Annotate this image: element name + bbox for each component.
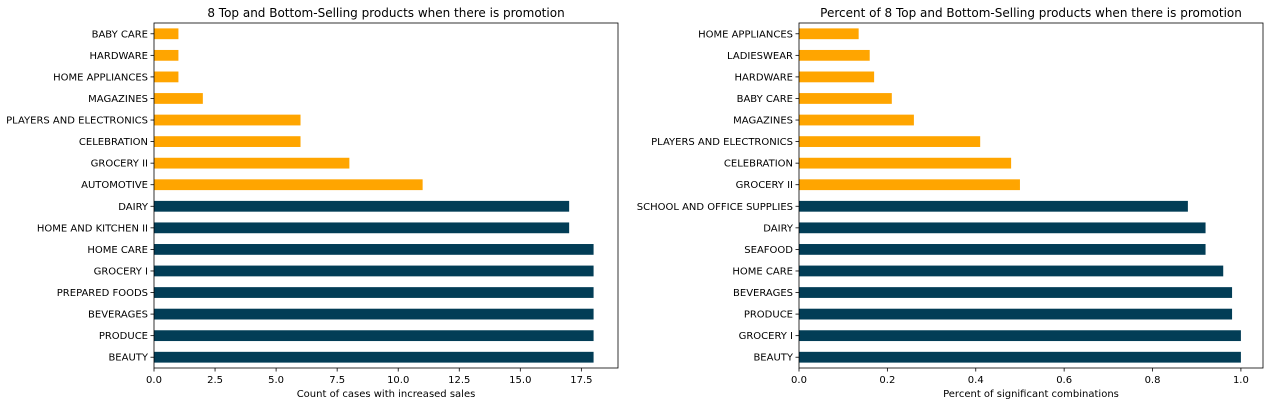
- y-tick-label: HOME APPLIANCES: [698, 29, 793, 40]
- bar: [154, 28, 179, 40]
- bar: [154, 330, 594, 342]
- bar: [799, 179, 1020, 191]
- bar: [154, 287, 594, 298]
- bar: [154, 308, 594, 320]
- bar: [799, 157, 1012, 169]
- y-tick-label: CELEBRATION: [79, 137, 148, 148]
- x-tick-label: 0.2: [879, 375, 895, 386]
- y-tick-label: GROCERY I: [739, 331, 793, 342]
- y-tick-label: MAGAZINES: [88, 94, 148, 105]
- x-tick-label: 0.0: [146, 375, 162, 386]
- x-tick-label: 0.4: [968, 375, 984, 386]
- y-tick-label: HOME CARE: [87, 245, 148, 256]
- y-tick-label: PRODUCE: [744, 310, 793, 321]
- y-tick-label: BEVERAGES: [733, 288, 793, 299]
- bar: [154, 222, 570, 234]
- x-tick-label: 15.0: [509, 375, 531, 386]
- bar: [799, 265, 1224, 277]
- y-tick-label: BEAUTY: [108, 353, 148, 364]
- y-tick-label: HARDWARE: [735, 72, 793, 83]
- axes-frame: [153, 22, 619, 369]
- bar: [154, 71, 179, 83]
- x-tick-label: 17.5: [570, 375, 592, 386]
- x-tick-label: 0.6: [1056, 375, 1072, 386]
- y-tick-label: GROCERY II: [91, 159, 148, 170]
- y-tick-label: BEVERAGES: [88, 310, 148, 321]
- bar: [154, 49, 179, 61]
- y-tick-label: PLAYERS AND ELECTRONICS: [651, 137, 793, 148]
- bar: [154, 351, 594, 363]
- bar: [799, 136, 981, 147]
- y-tick-label: DAIRY: [118, 202, 149, 213]
- axes-frame: [798, 22, 1264, 369]
- bar: [799, 114, 914, 126]
- x-tick-label: 0.0: [791, 375, 807, 386]
- y-tick-label: MAGAZINES: [733, 116, 793, 127]
- x-tick-label: 12.5: [448, 375, 470, 386]
- y-tick-label: CELEBRATION: [724, 159, 793, 170]
- bar: [799, 244, 1206, 255]
- x-axis-label: Percent of significant combinations: [943, 389, 1119, 400]
- x-tick-label: 2.5: [207, 375, 223, 386]
- bar: [154, 93, 203, 104]
- bar: [799, 71, 875, 83]
- y-tick-label: GROCERY II: [736, 180, 793, 191]
- chart-panel-2: Percent of 8 Top and Bottom-Selling prod…: [637, 6, 1264, 400]
- bar: [799, 222, 1206, 234]
- y-tick-label: PREPARED FOODS: [57, 288, 148, 299]
- bar: [799, 351, 1241, 363]
- y-tick-label: HOME CARE: [732, 266, 793, 277]
- y-tick-label: HOME APPLIANCES: [53, 72, 148, 83]
- bar: [799, 308, 1233, 320]
- x-tick-label: 7.5: [329, 375, 345, 386]
- x-axis-label: Count of cases with increased sales: [297, 389, 476, 400]
- bar: [799, 93, 892, 104]
- chart-title: 8 Top and Bottom-Selling products when t…: [207, 6, 564, 20]
- chart-title: Percent of 8 Top and Bottom-Selling prod…: [820, 6, 1242, 20]
- x-tick-label: 10.0: [387, 375, 409, 386]
- bar: [799, 49, 870, 61]
- bar: [799, 200, 1188, 212]
- bar: [154, 265, 594, 277]
- bar: [799, 330, 1241, 342]
- y-tick-label: HARDWARE: [90, 51, 148, 62]
- y-tick-label: BABY CARE: [737, 94, 793, 105]
- y-tick-label: AUTOMOTIVE: [81, 180, 148, 191]
- bar: [799, 287, 1233, 298]
- y-tick-label: PRODUCE: [99, 331, 148, 342]
- y-tick-label: GROCERY I: [94, 266, 148, 277]
- y-tick-label: LADIESWEAR: [727, 51, 793, 62]
- y-tick-label: SCHOOL AND OFFICE SUPPLIES: [637, 202, 793, 213]
- y-tick-label: PLAYERS AND ELECTRONICS: [6, 116, 148, 127]
- bar: [799, 28, 859, 40]
- bar: [154, 200, 570, 212]
- bar: [154, 179, 423, 191]
- x-tick-label: 0.8: [1145, 375, 1161, 386]
- chart-panel-1: 8 Top and Bottom-Selling products when t…: [6, 6, 619, 400]
- x-tick-label: 5.0: [268, 375, 284, 386]
- bar: [154, 136, 301, 147]
- y-tick-label: BABY CARE: [92, 29, 148, 40]
- y-tick-label: DAIRY: [763, 223, 794, 234]
- y-tick-label: HOME AND KITCHEN II: [37, 223, 148, 234]
- x-tick-label: 1.0: [1233, 375, 1249, 386]
- y-tick-label: BEAUTY: [753, 353, 793, 364]
- y-tick-label: SEAFOOD: [744, 245, 793, 256]
- bar: [154, 244, 594, 255]
- bar: [154, 157, 350, 169]
- bar: [154, 114, 301, 126]
